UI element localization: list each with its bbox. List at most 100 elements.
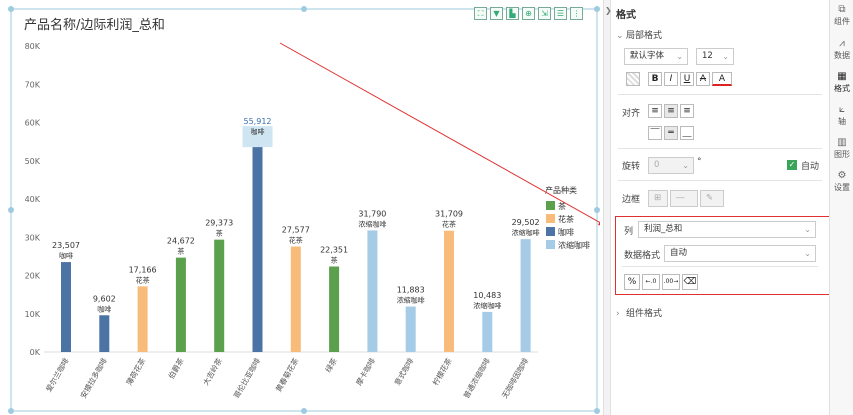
chart-title: 产品名称/边际利润_总和 <box>24 18 165 33</box>
data-kind-label: 咖啡 <box>251 127 265 136</box>
data-value-label: 23,507 <box>52 241 80 250</box>
border-style-select[interactable]: ⊞ <box>648 190 668 207</box>
data-value-label: 29,373 <box>205 219 233 228</box>
y-tick-label: 0K <box>30 348 41 357</box>
bar-chart[interactable]: 0K10K20K30K40K50K60K70K80K23,507咖啡爱尔兰咖啡9… <box>8 5 600 415</box>
underline-button[interactable]: U <box>680 72 694 86</box>
font-family-select[interactable]: 默认字体 ⌄ <box>624 48 688 65</box>
settings-icon: ⚙ <box>837 170 847 181</box>
sidebar-item-component[interactable]: ⧉ 组件 <box>830 4 853 27</box>
italic-button[interactable]: I <box>664 72 678 86</box>
rotate-select[interactable]: 0 ⌄ <box>648 157 694 174</box>
legend-swatch <box>546 227 555 236</box>
x-tick-label: 安摸拉多咖啡 <box>78 356 109 400</box>
border-line-select[interactable]: ― <box>670 190 698 207</box>
data-kind-label: 茶 <box>177 247 184 256</box>
format-panel: 格式 ⌄ 局部格式 默认字体 ⌄ 12 ⌄ B I U A A 对齐 ≡ ≡ ≡ ⎺ … <box>612 0 834 415</box>
x-tick-label: 大吉岭茶 <box>200 356 224 387</box>
y-tick-label: 60K <box>25 119 41 128</box>
bar <box>214 239 225 352</box>
strikethrough-button[interactable]: A <box>696 72 710 86</box>
sidebar-item-format[interactable]: ▦ 格式 <box>830 71 853 94</box>
data-value-label: 10,483 <box>473 291 501 300</box>
valign-top-icon[interactable]: ⎺ <box>648 126 662 140</box>
sidebar-item-data[interactable]: ⩘ 数据 <box>830 38 853 61</box>
fullscreen-icon[interactable]: ⛶ <box>474 7 487 20</box>
align-right-icon[interactable]: ≡ <box>680 104 694 118</box>
panel-divider[interactable] <box>603 0 611 415</box>
resize-handle <box>594 207 600 213</box>
font-size-select[interactable]: 12 ⌄ <box>696 48 734 65</box>
export-icon[interactable]: ⇲ <box>538 7 551 20</box>
valign-middle-icon[interactable]: ═ <box>664 126 678 140</box>
border-color-select[interactable]: ✎ <box>700 190 724 207</box>
decrease-decimal-button[interactable]: .00→ <box>662 274 680 290</box>
chevron-down-icon: ⌄ <box>676 52 683 61</box>
bar <box>252 138 263 352</box>
section-local-format[interactable]: ⌄ 局部格式 <box>616 31 663 41</box>
y-tick-label: 20K <box>25 272 41 281</box>
y-tick-label: 10K <box>25 310 41 319</box>
chevron-down-icon: ⌄ <box>616 31 624 41</box>
valign-bottom-icon[interactable]: ⎽ <box>680 126 694 140</box>
legend-swatch <box>546 214 555 223</box>
chevron-right-icon: › <box>616 309 620 319</box>
data-kind-label: 浓缩咖啡 <box>397 296 425 305</box>
bar <box>405 306 416 352</box>
data-value-label: 11,883 <box>397 286 425 295</box>
panel-title: 格式 <box>616 10 636 21</box>
data-value-label: 22,351 <box>320 246 348 255</box>
legend-label: 花茶 <box>558 214 574 224</box>
chart-area[interactable]: 0K 10K 20K 30K 40K 50K 60K 70K 80K 23,507 咖啡 爱尔兰咖啡 9… <box>8 5 600 415</box>
y-tick-label: 30K <box>25 233 41 242</box>
align-center-icon[interactable]: ≡ <box>664 104 678 118</box>
filter-icon[interactable]: ▼ <box>490 7 503 20</box>
chart-type-icon[interactable]: ▙ <box>506 7 519 20</box>
y-tick-label: 80K <box>25 42 41 51</box>
x-tick-label: 绿茶 <box>323 356 339 374</box>
bold-button[interactable]: B <box>648 72 662 86</box>
x-tick-label: 意式咖啡 <box>392 356 416 387</box>
sidebar-item-axis[interactable]: ⟀ 轴 <box>830 104 853 127</box>
legend-title: 产品种类 <box>545 185 577 195</box>
bar <box>61 262 71 352</box>
data-icon: ⩘ <box>839 38 845 49</box>
list-icon[interactable]: ☰ <box>554 7 567 20</box>
align-left-icon[interactable]: ≡ <box>648 104 662 118</box>
separator <box>618 94 822 95</box>
y-tick-label: 50K <box>25 157 41 166</box>
increase-decimal-button[interactable]: ←.0 <box>642 274 660 290</box>
clear-format-icon[interactable]: ⌫ <box>682 274 698 290</box>
y-tick-label: 40K <box>25 195 41 204</box>
auto-label: 自动 <box>801 162 820 172</box>
data-value-label: 17,166 <box>129 265 157 274</box>
section-component-format[interactable]: › 组件格式 <box>616 309 663 319</box>
percent-button[interactable]: % <box>624 274 640 290</box>
data-kind-label: 花茶 <box>136 275 150 284</box>
chart-toolbar: ⛶ ▼ ▙ ⊕ ⇲ ☰ ⋮ <box>474 7 583 20</box>
more-icon[interactable]: ⋮ <box>570 7 583 20</box>
resize-handle <box>8 6 14 12</box>
chevron-down-icon: ⌄ <box>804 225 811 234</box>
x-tick-label: 黄春菊花茶 <box>273 356 301 394</box>
resize-handle <box>301 6 307 12</box>
bar <box>137 286 148 352</box>
data-kind-label: 花茶 <box>442 220 456 229</box>
background-color-button[interactable] <box>626 72 640 86</box>
zoom-icon[interactable]: ⊕ <box>522 7 535 20</box>
selected-label-highlight <box>242 126 273 148</box>
data-format-label: 数据格式 <box>624 251 661 261</box>
x-tick-label: 普通浓缩咖啡 <box>461 356 492 400</box>
column-select[interactable]: 利润_总和 ⌄ <box>638 221 816 238</box>
data-kind-label: 浓缩咖啡 <box>473 301 501 310</box>
resize-handle <box>301 408 307 414</box>
data-format-select[interactable]: 自动 ⌄ <box>664 245 816 262</box>
sidebar-item-settings[interactable]: ⚙ 设置 <box>830 170 853 193</box>
collapse-panel-icon[interactable]: ❯ <box>605 6 612 15</box>
font-color-button[interactable]: A <box>712 72 732 86</box>
auto-rotate-checkbox[interactable]: ✓ <box>787 160 797 170</box>
annotation-arrow <box>279 42 600 224</box>
border-label: 边框 <box>622 195 641 205</box>
bar <box>290 246 301 352</box>
sidebar-item-shape[interactable]: ▥ 图形 <box>830 137 853 160</box>
